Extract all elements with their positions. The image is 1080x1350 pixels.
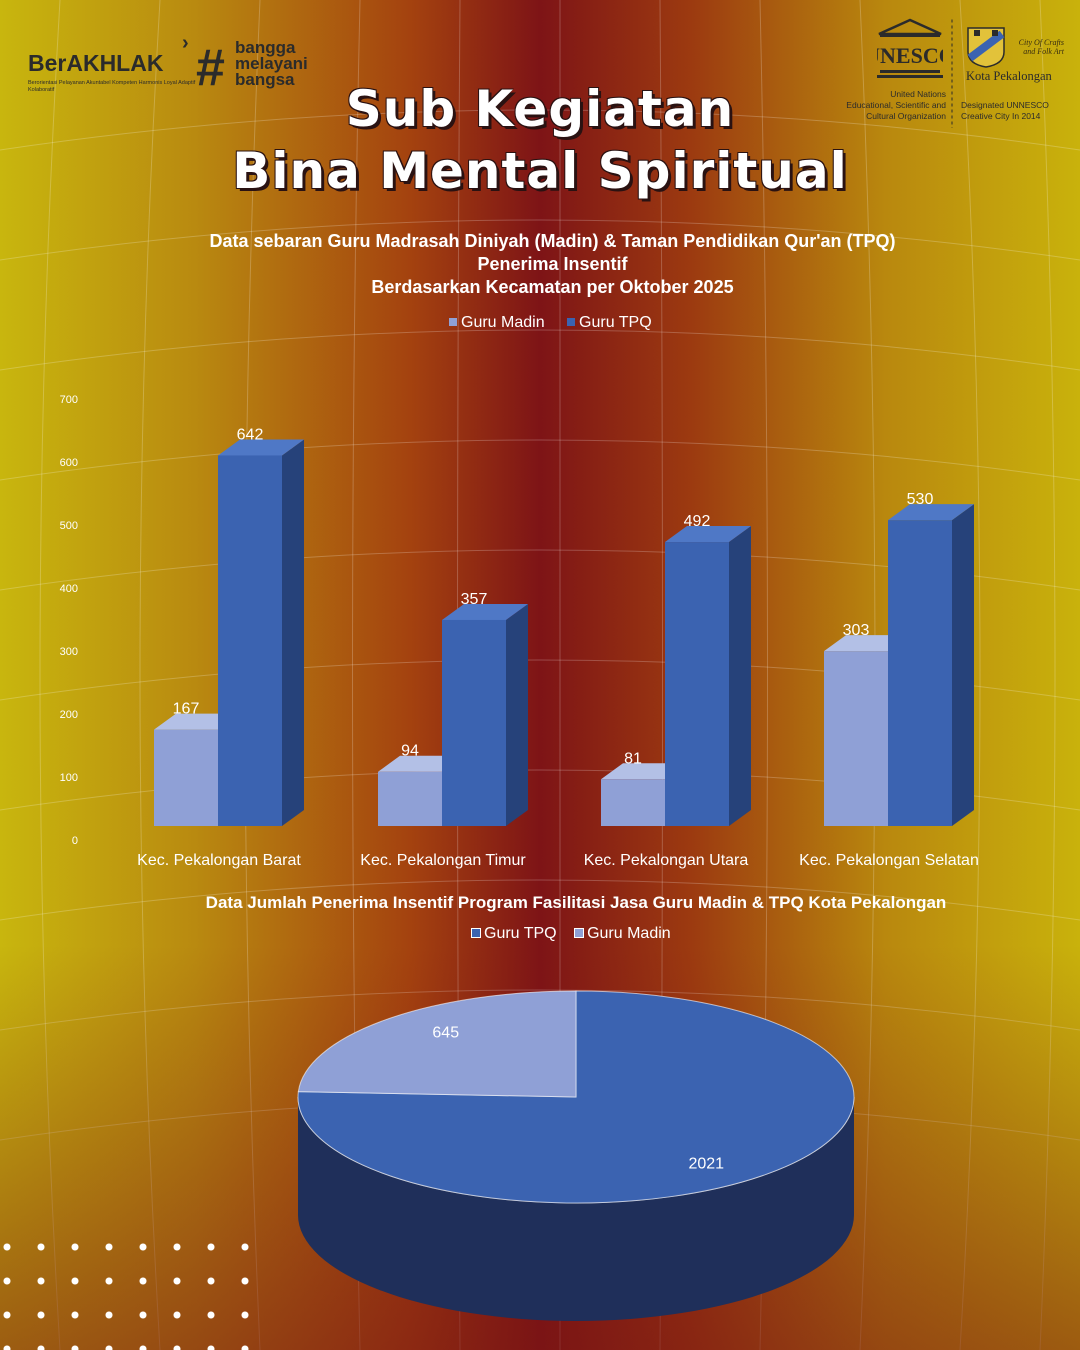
- y-tick-label: 200: [60, 709, 78, 721]
- legend-swatch: [574, 928, 585, 938]
- city-label-line: City Of Crafts: [1018, 38, 1064, 47]
- tagline: bangga melayani bangsa: [235, 38, 308, 89]
- bar-chart-title-line: Berdasarkan Kecamatan per Oktober 2025: [371, 277, 734, 297]
- pie-data-label: 645: [432, 1025, 459, 1042]
- bar-top: [888, 504, 974, 521]
- bar: [154, 729, 218, 826]
- bar: [442, 619, 506, 826]
- bar-top: [442, 603, 528, 620]
- bar-side: [282, 439, 304, 826]
- data-label: 357: [461, 591, 488, 608]
- legend-swatch: [449, 318, 457, 326]
- unesco-org-line: Educational, Scientific and: [846, 100, 946, 110]
- unesco-org-line: Cultural Organization: [866, 111, 946, 121]
- decorative-dots: [0, 1230, 260, 1350]
- unesco-logo-block: UNESCO United Nations Educational, Scien…: [830, 18, 1070, 128]
- pie-chart-title: Data Jumlah Penerima Insentif Program Fa…: [205, 893, 947, 912]
- legend-item-madin: Guru Madin: [449, 314, 545, 331]
- y-tick-label: 0: [72, 835, 78, 847]
- bar-top: [665, 526, 751, 543]
- unesco-wordmark: UNESCO: [877, 43, 943, 68]
- city-label-line: and Folk Art: [1023, 47, 1064, 56]
- page-headline: Sub Kegiatan Bina Mental Spiritual: [0, 78, 1080, 202]
- data-label: 81: [624, 750, 642, 767]
- data-label: 303: [843, 622, 870, 639]
- category-label: Kec. Pekalongan Timur: [360, 852, 526, 869]
- legend-label: Guru Madin: [461, 314, 545, 331]
- bar-side: [506, 603, 528, 826]
- designation-line: Designated UNNESCO: [961, 100, 1049, 110]
- data-label: 530: [907, 491, 934, 508]
- bar: [824, 651, 888, 826]
- category-label: Kec. Pekalongan Barat: [137, 852, 301, 869]
- headline-line: Sub Kegiatan: [345, 80, 735, 138]
- pie-slice: [297, 990, 855, 1204]
- bar: [218, 455, 282, 826]
- bar-chart-title-line: Penerima Insentif: [477, 254, 628, 274]
- bar: [888, 520, 952, 826]
- bar-chart-legend: Guru Madin Guru TPQ: [449, 314, 652, 332]
- unesco-org-text: United Nations Educational, Scientific a…: [830, 89, 946, 122]
- bar-chart: 700 600 500 400 300 200 100 0 167 642 Kec. Pekalon…: [60, 394, 979, 869]
- y-tick-label: 700: [60, 394, 78, 406]
- legend-swatch: [567, 318, 576, 326]
- data-label: 167: [173, 701, 200, 718]
- berakhlak-logo: BerAKHLAK › Berorientasi Pelayanan Akunt…: [28, 32, 328, 100]
- y-tick-label: 400: [60, 583, 78, 595]
- legend-label: Guru TPQ: [579, 314, 652, 331]
- city-shield-icon: [967, 27, 1005, 68]
- y-tick-label: 500: [60, 520, 78, 532]
- legend-item-madin: Guru Madin: [574, 925, 671, 942]
- bar: [665, 542, 729, 826]
- city-of-crafts-text: City Of Crafts and Folk Art: [1008, 38, 1064, 56]
- pie-slice: [297, 990, 577, 1098]
- unesco-temple-icon: UNESCO: [877, 18, 943, 78]
- category-label: Kec. Pekalongan Utara: [584, 852, 749, 869]
- bar-top: [218, 439, 304, 456]
- hashtag-mark: #: [196, 39, 225, 97]
- tagline-line: bangsa: [235, 70, 295, 89]
- bar-side: [952, 504, 974, 826]
- unesco-org-line: United Nations: [890, 89, 946, 99]
- berakhlak-subtitle: Berorientasi Pelayanan Akuntabel Kompete…: [28, 80, 196, 93]
- category-label: Kec. Pekalongan Selatan: [799, 852, 979, 869]
- legend-item-tpq: Guru TPQ: [567, 314, 652, 331]
- bar: [378, 771, 442, 826]
- data-label: 642: [237, 426, 264, 443]
- chevron-icon: ›: [182, 32, 189, 54]
- y-tick-label: 300: [60, 646, 78, 658]
- legend-swatch: [471, 928, 481, 938]
- tagline-line: melayani: [235, 54, 308, 73]
- bar-chart-title: Data sebaran Guru Madrasah Diniyah (Madi…: [0, 230, 1080, 299]
- y-tick-label: 100: [60, 772, 78, 784]
- pie-side-wall: [298, 1097, 854, 1321]
- data-label: 94: [401, 743, 419, 760]
- designation-text: Designated UNNESCO Creative City In 2014: [961, 100, 1049, 122]
- pie-data-label: 2021: [688, 1155, 724, 1172]
- pie-chart-legend: Guru TPQ Guru Madin: [471, 925, 671, 943]
- designation-line: Creative City In 2014: [961, 111, 1041, 121]
- bar: [601, 779, 665, 826]
- legend-item-tpq: Guru TPQ: [471, 925, 557, 942]
- y-tick-label: 600: [60, 457, 78, 469]
- separator: [951, 18, 953, 128]
- legend-label: Guru TPQ: [484, 925, 557, 942]
- data-label: 492: [684, 513, 711, 530]
- bar-chart-title-line: Data sebaran Guru Madrasah Diniyah (Madi…: [209, 231, 896, 251]
- legend-label: Guru Madin: [587, 925, 671, 942]
- kota-pekalongan-text: Kota Pekalongan: [966, 69, 1052, 83]
- bar-side: [729, 526, 751, 826]
- headline-line: Bina Mental Spiritual: [232, 142, 848, 200]
- tagline-line: bangga: [235, 38, 296, 57]
- berakhlak-wordmark: BerAKHLAK: [28, 50, 164, 76]
